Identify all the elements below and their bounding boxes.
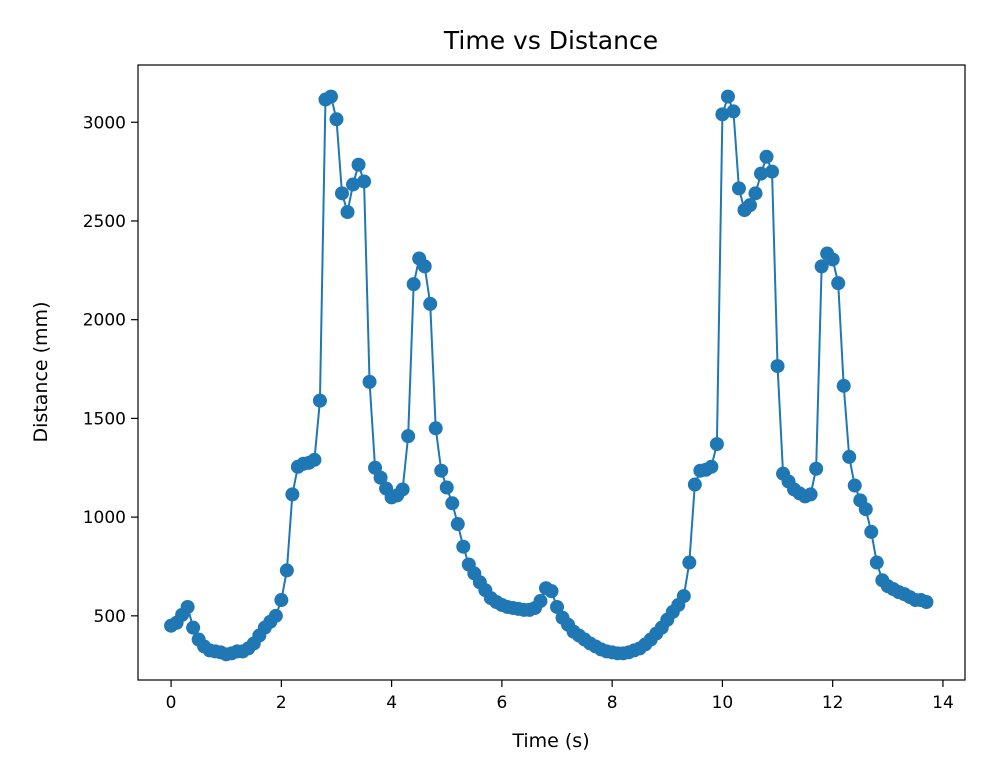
x-tick-label: 14	[932, 693, 954, 713]
data-point	[759, 149, 774, 164]
x-tick-label: 8	[607, 693, 618, 713]
data-point	[858, 502, 873, 517]
data-point	[307, 452, 322, 467]
data-point	[682, 555, 697, 570]
data-point	[676, 589, 691, 604]
data-point	[346, 177, 361, 192]
chart-title: Time vs Distance	[443, 26, 658, 55]
x-tick-label: 10	[712, 693, 734, 713]
data-point	[831, 276, 846, 291]
data-point	[395, 482, 410, 497]
data-point	[742, 198, 757, 213]
x-tick-label: 2	[276, 693, 287, 713]
data-point	[334, 186, 349, 201]
data-point	[439, 480, 454, 495]
data-point	[687, 477, 702, 492]
data-point	[285, 487, 300, 502]
data-point	[340, 205, 355, 220]
data-point	[312, 393, 327, 408]
data-point	[814, 259, 829, 274]
data-point	[765, 164, 780, 179]
data-point	[186, 620, 201, 635]
x-tick-label: 4	[386, 693, 397, 713]
data-point	[803, 487, 818, 502]
data-point	[709, 437, 724, 452]
y-tick-label: 2000	[83, 311, 126, 331]
x-axis-label: Time (s)	[511, 730, 589, 752]
x-axis-ticks: 0 2 4 6 8 10 12 14	[166, 680, 954, 713]
data-point	[864, 524, 879, 539]
data-point	[417, 259, 432, 274]
data-point	[731, 181, 746, 196]
y-tick-label: 1500	[83, 409, 126, 429]
data-point	[919, 595, 934, 610]
data-point	[279, 563, 294, 578]
x-tick-label: 6	[496, 693, 507, 713]
data-point	[715, 107, 730, 122]
data-point	[362, 374, 377, 389]
data-point	[445, 496, 460, 511]
plot-area	[164, 89, 934, 662]
data-point	[373, 470, 388, 485]
data-point	[544, 584, 559, 599]
data-point	[550, 599, 565, 614]
data-point	[836, 378, 851, 393]
x-tick-label: 12	[822, 693, 844, 713]
data-point	[456, 539, 471, 554]
data-point	[754, 166, 769, 181]
y-axis-ticks: 500 1000 1500 2000 2500 3000	[83, 113, 138, 627]
data-point	[825, 252, 840, 267]
data-point	[428, 421, 443, 436]
data-point	[704, 459, 719, 474]
y-tick-label: 3000	[83, 113, 126, 133]
data-point	[351, 157, 366, 172]
data-point	[847, 478, 862, 493]
data-point	[274, 593, 289, 608]
data-point	[869, 555, 884, 570]
y-tick-label: 1000	[83, 508, 126, 528]
x-tick-label: 0	[166, 693, 177, 713]
data-point	[434, 463, 449, 478]
y-tick-label: 500	[94, 607, 126, 627]
data-point	[842, 449, 857, 464]
data-point	[268, 608, 283, 623]
y-axis-label: Distance (mm)	[30, 302, 52, 443]
data-point	[323, 89, 338, 104]
data-point	[401, 429, 416, 444]
data-point	[423, 296, 438, 311]
data-point	[726, 104, 741, 119]
data-point	[180, 599, 195, 614]
data-point	[533, 594, 548, 609]
plot-frame	[137, 64, 966, 681]
y-tick-label: 2500	[83, 212, 126, 232]
data-point	[329, 112, 344, 127]
data-point	[450, 517, 465, 532]
data-point	[748, 186, 763, 201]
data-point	[357, 174, 372, 189]
data-point	[770, 359, 785, 374]
data-point	[720, 89, 735, 104]
data-point	[406, 277, 421, 292]
data-point	[809, 461, 824, 476]
